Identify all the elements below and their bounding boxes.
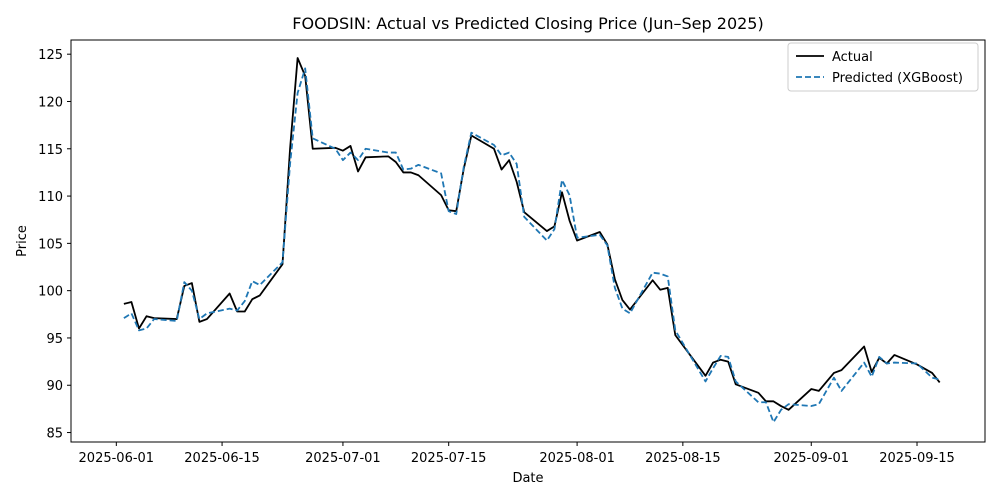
series-layer bbox=[123, 57, 941, 424]
x-tick-label: 2025-08-15 bbox=[645, 451, 721, 466]
y-tick-label: 125 bbox=[38, 48, 63, 63]
axes-layer: 2025-06-01 2025-06-15 2025-07-01 2025-07-15… bbox=[38, 39, 986, 466]
series-predicted bbox=[123, 67, 940, 424]
y-tick-label: 95 bbox=[46, 332, 63, 347]
x-tick-label: 2025-06-01 bbox=[79, 451, 155, 466]
x-tick-label: 2025-08-01 bbox=[539, 451, 615, 466]
series-line bbox=[123, 57, 941, 411]
y-tick-label: 120 bbox=[38, 95, 63, 110]
x-tick-label: 2025-07-01 bbox=[305, 451, 381, 466]
series-actual bbox=[123, 57, 941, 411]
x-tick-label: 2025-09-15 bbox=[879, 451, 955, 466]
x-tick-label: 2025-07-15 bbox=[411, 451, 487, 466]
y-tick-label: 105 bbox=[38, 237, 63, 252]
x-axis-label: Date bbox=[512, 471, 543, 486]
y-tick-label: 90 bbox=[46, 379, 63, 394]
y-tick-label: 110 bbox=[38, 190, 63, 205]
series-line bbox=[123, 67, 940, 424]
chart-title: FOODSIN: Actual vs Predicted Closing Pri… bbox=[292, 14, 763, 33]
y-tick-label: 115 bbox=[38, 143, 63, 158]
x-tick-label: 2025-06-15 bbox=[184, 451, 260, 466]
legend-label-actual: Actual bbox=[832, 50, 873, 65]
x-tick-label: 2025-09-01 bbox=[773, 451, 849, 466]
y-tick-label: 100 bbox=[38, 285, 63, 300]
y-axis-label: Price bbox=[15, 225, 30, 257]
legend-box bbox=[787, 42, 979, 92]
legend: Actual Predicted (XGBoost) bbox=[787, 42, 979, 92]
legend-label-predicted: Predicted (XGBoost) bbox=[832, 71, 963, 86]
plot-frame bbox=[70, 39, 986, 443]
y-tick-label: 85 bbox=[46, 427, 63, 442]
